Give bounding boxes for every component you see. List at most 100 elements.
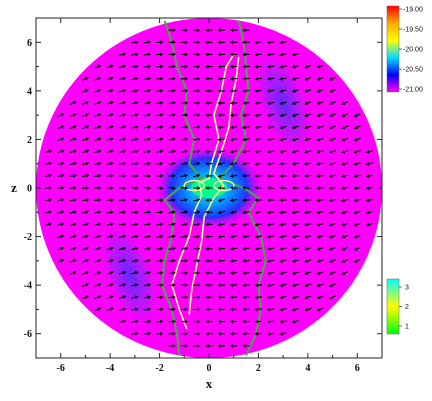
field-arrow-head: [172, 173, 176, 178]
field-arrow-head: [110, 113, 114, 117]
field-arrow-head: [147, 258, 151, 263]
field-arrow-head: [267, 64, 271, 69]
field-arrow-head: [255, 101, 259, 106]
field-arrow-head: [159, 76, 164, 81]
field-arrow-head: [184, 271, 188, 275]
field-arrow-head: [197, 258, 201, 263]
field-arrow-head: [316, 186, 320, 190]
field-arrow-head: [197, 319, 201, 324]
field-arrow-head: [217, 137, 222, 142]
field-arrow-head: [292, 198, 296, 203]
field-arrow-head: [217, 295, 221, 300]
field-arrow-head: [72, 137, 77, 142]
field-arrow-head: [242, 186, 246, 190]
field-arrow-head: [255, 210, 259, 215]
field-arrow-head: [230, 28, 234, 33]
field-arrow-head: [205, 210, 209, 215]
field-arrow-head: [122, 319, 126, 324]
field-arrow-head: [279, 319, 283, 324]
field-arrow-head: [122, 137, 126, 142]
field-arrow-head: [267, 89, 271, 93]
y-tick-label: -4: [24, 281, 32, 292]
colorbar-secondary-label: 2: [405, 304, 409, 311]
field-arrow-head: [304, 295, 309, 300]
field-arrow-head: [160, 331, 164, 336]
field-arrow-head: [73, 210, 77, 215]
field-arrow-head: [159, 137, 163, 142]
field-arrow-head: [73, 161, 77, 166]
field-arrow-head: [353, 210, 358, 215]
field-arrow-head: [230, 295, 234, 300]
field-arrow-head: [197, 125, 201, 130]
colorbar-secondary: [386, 278, 400, 335]
field-arrow-head: [184, 64, 188, 69]
field-arrow-head: [353, 161, 358, 166]
field-arrow-head: [267, 173, 271, 178]
field-arrow-head: [205, 198, 209, 203]
field-arrow-head: [304, 283, 309, 288]
field-arrow-head: [147, 88, 151, 93]
field-arrow-head: [85, 295, 89, 299]
field-arrow-head: [317, 113, 321, 118]
field-arrow-head: [122, 246, 126, 251]
field-arrow-head: [147, 222, 151, 227]
field-arrow-head: [267, 271, 271, 276]
field-arrow-head: [85, 283, 89, 287]
field-arrow-head: [60, 161, 65, 166]
field-arrow-head: [159, 295, 164, 300]
colorbar-main-label: -19.50: [403, 27, 423, 34]
field-arrow-head: [317, 295, 321, 300]
field-arrow-head: [304, 210, 308, 215]
field-arrow-head: [254, 198, 258, 203]
field-arrow-head: [292, 173, 296, 178]
field-arrow-head: [279, 113, 284, 118]
field-arrow-head: [304, 89, 309, 93]
field-arrow-head: [230, 222, 234, 227]
field-arrow-head: [329, 210, 333, 215]
field-arrow-head: [60, 198, 65, 202]
field-arrow-head: [279, 101, 284, 106]
field-arrow-head: [85, 198, 89, 202]
field-arrow-head: [184, 125, 188, 130]
field-arrow-head: [122, 173, 126, 178]
field-arrow-head: [304, 137, 308, 142]
field-arrow-head: [205, 319, 209, 324]
field-arrow-head: [135, 331, 139, 336]
field-arrow-head: [172, 125, 176, 130]
field-arrow-head: [85, 137, 89, 142]
field-arrow-head: [292, 101, 296, 106]
field-arrow-head: [304, 113, 308, 118]
field-arrow-head: [267, 137, 271, 142]
field-arrow-head: [72, 149, 77, 154]
field-arrow-head: [230, 307, 234, 312]
field-arrow-head: [73, 185, 77, 190]
field-arrow-head: [159, 125, 163, 130]
field-arrow-head: [205, 125, 209, 130]
field-arrow-head: [267, 246, 271, 251]
field-arrow-head: [254, 76, 259, 81]
field-arrow-head: [196, 210, 201, 215]
field-arrow-head: [254, 319, 259, 324]
field-arrow-head: [341, 113, 346, 118]
field-arrow-head: [230, 234, 234, 239]
field-arrow-head: [196, 149, 201, 154]
field-arrow-head: [122, 64, 126, 69]
field-arrow-head: [172, 331, 176, 336]
x-tick-label: 4: [305, 363, 310, 374]
field-arrow-head: [205, 52, 209, 57]
contour-outer-left: [160, 20, 204, 356]
field-arrow-head: [254, 64, 259, 69]
field-arrow-head: [292, 149, 296, 154]
field-arrow-head: [353, 174, 358, 178]
colorbar-secondary-label: 3: [405, 285, 409, 292]
field-arrow-head: [205, 186, 209, 190]
field-arrow-head: [172, 113, 176, 118]
field-arrow-head: [160, 173, 164, 178]
field-arrow-head: [159, 52, 164, 57]
field-arrow-head: [366, 174, 370, 178]
field-arrow-head: [341, 222, 346, 227]
field-arrow-head: [267, 52, 271, 57]
field-arrow-head: [147, 210, 151, 215]
field-arrow-head: [279, 125, 284, 130]
field-arrow-head: [267, 319, 271, 324]
